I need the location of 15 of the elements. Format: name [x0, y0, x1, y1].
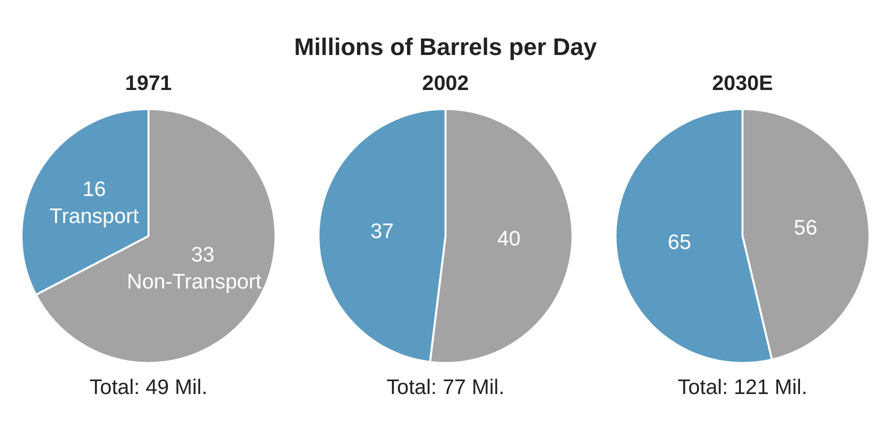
text: Millions of Barrels per Day [294, 34, 597, 62]
data-label: 40 [497, 228, 521, 251]
slice-label: Transport [50, 204, 139, 228]
text: Total: 121 Mil. [678, 376, 808, 400]
data-label: 56 [794, 216, 818, 240]
data-label: 65 [668, 231, 692, 254]
data-label: 33 [191, 244, 214, 267]
chart-subtitle: 2030E [712, 71, 773, 97]
data-label: 16 [82, 178, 106, 201]
text: Total: 49 Mil. [90, 376, 208, 400]
text: Total: 77 Mil. [386, 376, 504, 400]
slice-label: Non-Transport [126, 270, 262, 294]
chart-subtitle: 2002 [422, 71, 469, 97]
chart-subtitle: 1971 [125, 71, 172, 97]
data-label: 37 [370, 220, 394, 243]
